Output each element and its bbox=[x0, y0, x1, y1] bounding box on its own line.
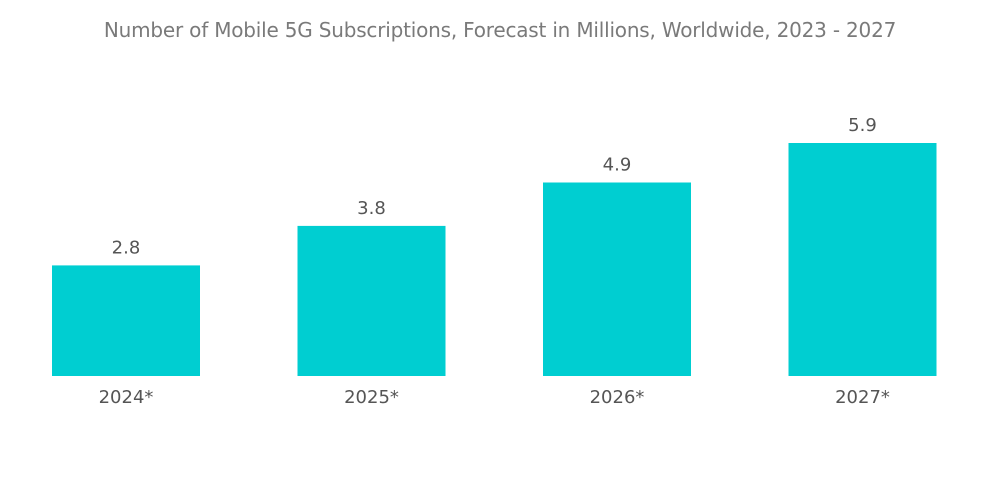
data-label-2: 4.9 bbox=[603, 155, 632, 176]
bar-3 bbox=[788, 143, 937, 376]
bar-1 bbox=[297, 225, 446, 376]
x-tick-label-0: 2024* bbox=[99, 387, 154, 408]
data-label-3: 5.9 bbox=[848, 115, 877, 136]
bar-2 bbox=[543, 182, 691, 376]
chart-title: Number of Mobile 5G Subscriptions, Forec… bbox=[103, 18, 897, 42]
data-label-0: 2.8 bbox=[112, 237, 141, 258]
x-tick-label-2: 2026* bbox=[590, 387, 645, 408]
x-tick-label-1: 2025* bbox=[344, 387, 399, 408]
bar-0 bbox=[52, 265, 200, 376]
data-label-1: 3.8 bbox=[357, 198, 386, 219]
x-tick-label-3: 2027* bbox=[835, 387, 890, 408]
